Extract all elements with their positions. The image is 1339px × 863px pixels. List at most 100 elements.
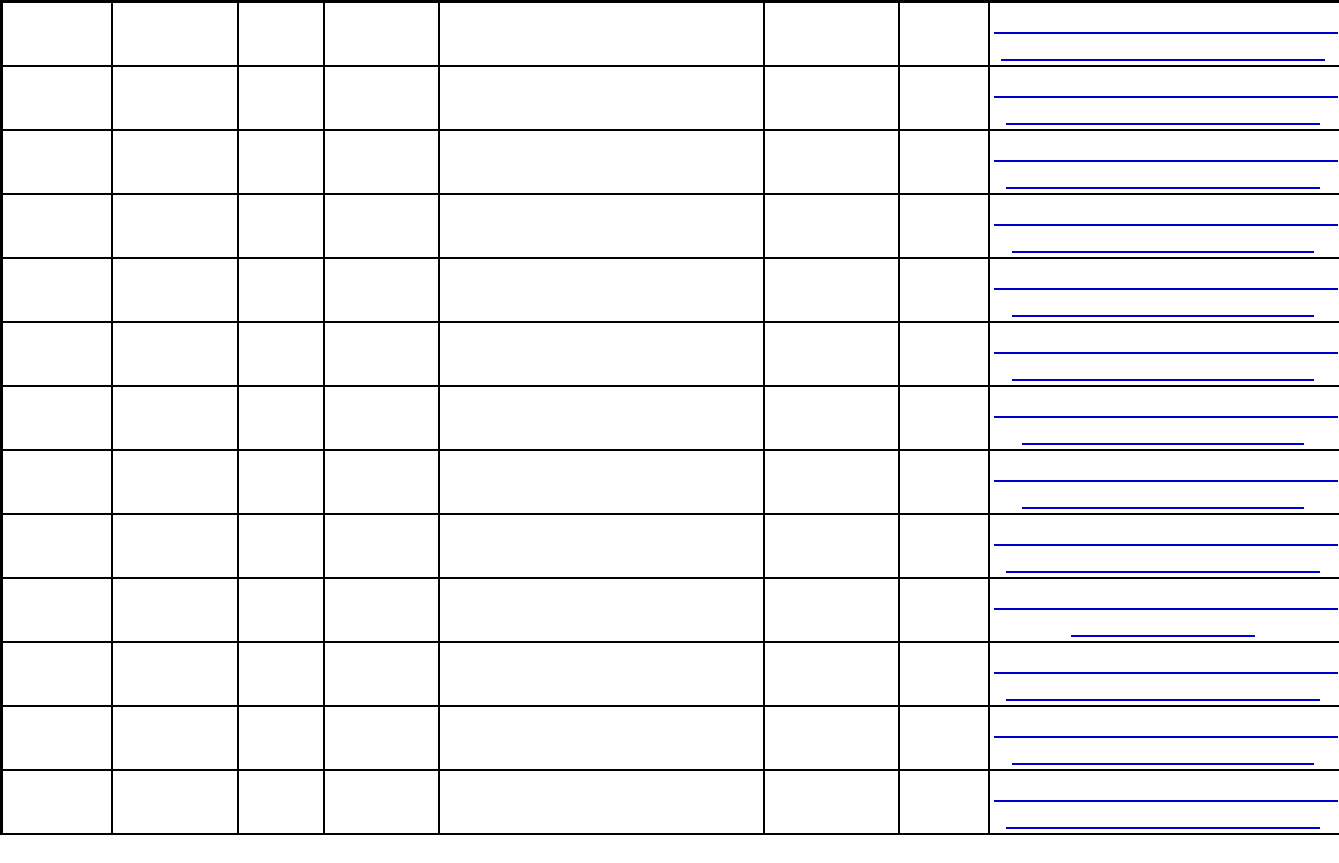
table-row <box>0 705 1339 771</box>
table-cell <box>236 385 325 451</box>
table-row <box>0 0 1339 67</box>
table-cell <box>0 129 113 195</box>
link-cell <box>987 257 1339 323</box>
table-cell <box>236 769 325 835</box>
table-cell <box>322 513 440 579</box>
link[interactable] <box>990 451 1339 513</box>
table-cell <box>0 577 113 643</box>
table-cell <box>236 129 325 195</box>
link-underline <box>993 800 1338 802</box>
table-cell <box>236 577 325 643</box>
table-cell <box>437 513 765 579</box>
table-cell <box>897 385 990 451</box>
table-cell <box>110 577 239 643</box>
link-cell <box>987 769 1339 835</box>
table-cell <box>322 257 440 323</box>
link-underline <box>993 288 1338 290</box>
link-underline <box>993 608 1338 610</box>
link[interactable] <box>990 131 1339 193</box>
table-cell <box>0 257 113 323</box>
link-cell <box>987 385 1339 451</box>
link[interactable] <box>990 195 1339 257</box>
table-cell <box>0 449 113 515</box>
link-underline <box>993 352 1338 354</box>
link-underline <box>1011 315 1314 317</box>
table-cell <box>110 0 239 67</box>
table-row <box>0 193 1339 259</box>
table-cell <box>110 705 239 771</box>
table-row <box>0 449 1339 515</box>
link[interactable] <box>990 707 1339 769</box>
table-cell <box>0 193 113 259</box>
table-cell <box>762 0 900 67</box>
table-cell <box>322 193 440 259</box>
link-underline <box>1021 443 1304 445</box>
table-cell <box>110 385 239 451</box>
table-cell <box>437 705 765 771</box>
table-cell <box>897 449 990 515</box>
link-underline <box>1070 635 1255 637</box>
table-cell <box>236 321 325 387</box>
link[interactable] <box>990 259 1339 321</box>
link[interactable] <box>990 579 1339 641</box>
link-cell <box>987 449 1339 515</box>
table-cell <box>897 321 990 387</box>
table-cell <box>236 257 325 323</box>
link-underline <box>993 544 1338 546</box>
table-cell <box>437 321 765 387</box>
table-cell <box>0 769 113 835</box>
table-cell <box>437 0 765 67</box>
link-underline <box>1005 827 1320 829</box>
link-underline <box>1011 251 1314 253</box>
table-cell <box>236 705 325 771</box>
table-cell <box>0 513 113 579</box>
table-cell <box>437 641 765 707</box>
table-row <box>0 769 1339 835</box>
table-cell <box>110 257 239 323</box>
link[interactable] <box>990 323 1339 385</box>
table-cell <box>322 129 440 195</box>
table-row <box>0 641 1339 707</box>
link-underline <box>993 32 1338 34</box>
table-cell <box>236 0 325 67</box>
link-cell <box>987 577 1339 643</box>
table-cell <box>110 65 239 131</box>
table-cell <box>110 321 239 387</box>
table-cell <box>762 321 900 387</box>
table-cell <box>897 257 990 323</box>
table-body <box>0 0 1339 835</box>
link[interactable] <box>990 387 1339 449</box>
link-underline <box>1005 187 1320 189</box>
table-row <box>0 385 1339 451</box>
link-underline <box>993 96 1338 98</box>
table-cell <box>437 65 765 131</box>
link-underline <box>993 736 1338 738</box>
table-cell <box>762 449 900 515</box>
link-cell <box>987 0 1339 67</box>
table-cell <box>0 641 113 707</box>
link[interactable] <box>990 67 1339 129</box>
data-table <box>0 0 1339 835</box>
link-cell <box>987 705 1339 771</box>
table-cell <box>762 577 900 643</box>
link-cell <box>987 513 1339 579</box>
link-underline <box>1000 59 1325 61</box>
table-cell <box>762 65 900 131</box>
table-cell <box>322 0 440 67</box>
table-cell <box>762 705 900 771</box>
table-cell <box>762 257 900 323</box>
link[interactable] <box>990 771 1339 833</box>
table-cell <box>322 65 440 131</box>
table-row <box>0 321 1339 387</box>
link[interactable] <box>990 3 1339 65</box>
table-cell <box>322 385 440 451</box>
table-cell <box>897 769 990 835</box>
link[interactable] <box>990 643 1339 705</box>
link[interactable] <box>990 515 1339 577</box>
table-cell <box>322 769 440 835</box>
table-cell <box>110 129 239 195</box>
table-cell <box>236 513 325 579</box>
table-cell <box>0 65 113 131</box>
table-cell <box>236 449 325 515</box>
table-cell <box>236 193 325 259</box>
